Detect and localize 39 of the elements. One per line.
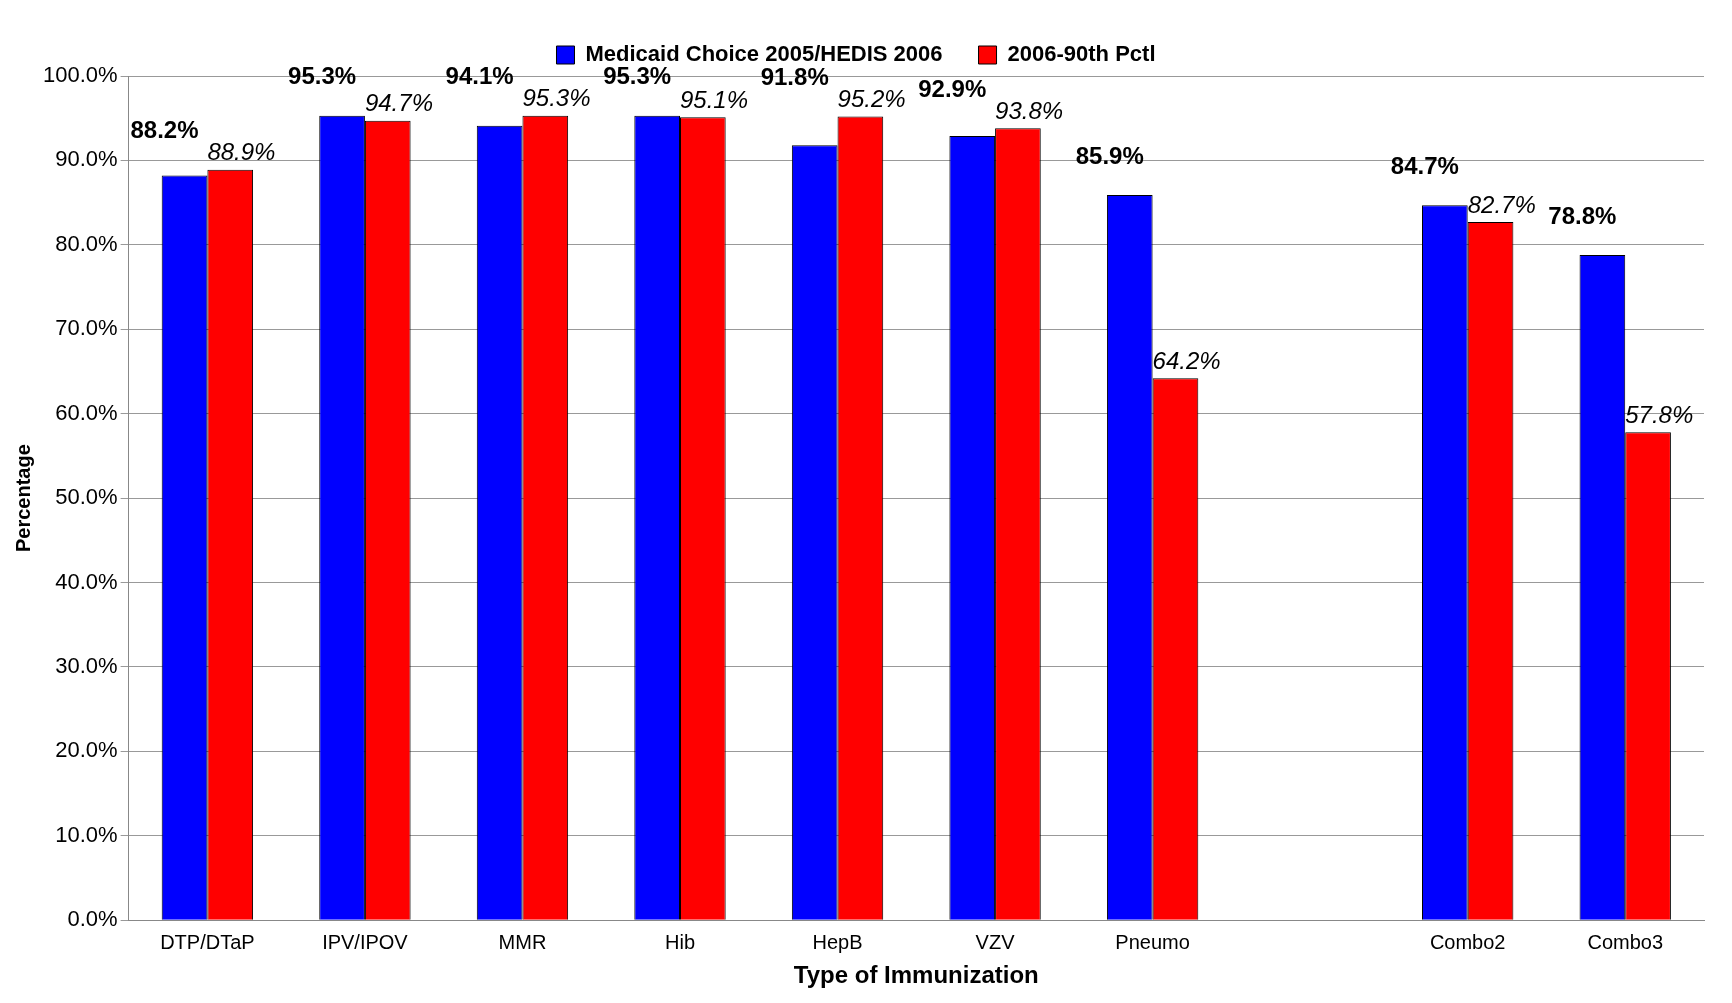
x-tick-label: VZV [975,930,1016,953]
data-label: 64.2% [1152,346,1221,374]
data-label: 84.7% [1390,151,1459,179]
y-tick-label: 0.0% [67,906,118,932]
x-tick-label: DTP/DTaP [160,930,255,953]
data-label: 95.2% [837,85,906,113]
y-tick-label: 20.0% [55,737,118,763]
data-label: 88.2% [130,116,199,144]
x-tick-label: IPV/IPOV [322,930,409,953]
x-tick-label: HepB [812,930,863,953]
y-tick-label: 80.0% [55,230,118,256]
y-tick-label: 50.0% [55,484,118,510]
legend-label: 2006-90th Pctl [1007,41,1156,67]
y-axis-title: Percentage [11,444,34,553]
y-tick-label: 60.0% [55,399,118,425]
data-label: 94.1% [445,62,514,90]
y-tick-label: 90.0% [55,146,118,172]
data-label: 85.9% [1075,141,1144,169]
y-tick-label: 40.0% [55,568,118,594]
data-label: 95.3% [288,62,357,90]
x-axis-title: Type of Immunization [793,961,1039,989]
x-tick-label: Combo2 [1429,930,1506,953]
data-label: 82.7% [1467,190,1536,218]
y-tick-label: 100.0% [42,62,118,88]
data-label: 57.8% [1625,400,1694,428]
x-tick-label: Hib [664,930,696,953]
x-tick-label: MMR [498,930,547,953]
data-label: 78.8% [1548,201,1617,229]
data-label: 93.8% [995,97,1064,125]
data-label: 94.7% [364,89,433,117]
y-tick-label: 70.0% [55,315,118,341]
x-tick-label: Pneumo [1115,930,1190,953]
data-label: 95.3% [522,84,591,112]
data-label: 88.9% [207,138,276,166]
y-tick-label: 30.0% [55,653,118,678]
x-tick-label: Combo3 [1587,930,1664,953]
y-tick-label: 10.0% [55,821,118,847]
data-label: 92.9% [918,74,987,102]
data-label: 95.1% [680,86,749,114]
